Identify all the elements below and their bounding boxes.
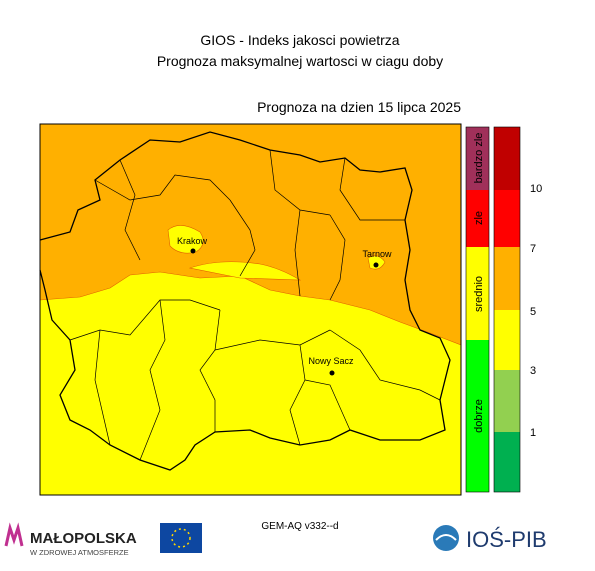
city-label: Krakow (177, 236, 208, 246)
city-marker (329, 370, 335, 376)
scale-legend: 10 7 5 3 1 (493, 126, 542, 493)
category-label: zle (473, 211, 485, 225)
zone-krakow (167, 225, 204, 254)
life-logo-stars (171, 528, 191, 548)
category-swatch (466, 190, 489, 247)
left-logo-tagline: W ZDROWEJ ATMOSFERZE (30, 548, 129, 557)
legend-frame (465, 126, 490, 493)
scale-swatch (494, 310, 520, 370)
city-krakow: Krakow (177, 236, 208, 254)
map: Krakow Tarnow Nowy Sacz (39, 123, 462, 496)
category-swatch (466, 247, 489, 340)
zone-vistula (188, 261, 302, 281)
city-marker (190, 248, 196, 254)
scale-swatch (494, 127, 520, 190)
scale-swatch (494, 370, 520, 432)
district-borders (69, 149, 441, 461)
legend-frame (493, 126, 521, 493)
category-swatch (466, 340, 489, 492)
city-marker (373, 262, 379, 268)
life-logo (160, 523, 202, 553)
scale-swatch (494, 247, 520, 310)
footer: MAŁOPOLSKA W ZDROWEJ ATMOSFERZE GEM-AQ v… (4, 521, 547, 557)
scale-swatch (494, 432, 520, 492)
forecast-date: Prognoza na dzien 15 lipca 2025 (257, 99, 461, 115)
category-legend: bardzo zle zle srednio dobrze (465, 126, 490, 493)
scale-swatch (494, 190, 520, 247)
title: GIOS - Indeks jakosci powietrza (200, 32, 399, 48)
category-swatch (466, 127, 489, 190)
scale-tick-label: 7 (530, 243, 536, 255)
scale-tick-label: 3 (530, 365, 536, 377)
scale-tick-label: 1 (530, 427, 536, 439)
zone-tarnow (367, 255, 386, 270)
model-version: GEM-AQ v332--d (261, 521, 338, 532)
category-label: dobrze (473, 399, 485, 433)
city-tarnow: Tarnow (362, 249, 392, 268)
category-label: bardzo zle (473, 133, 485, 184)
city-nowy-sacz: Nowy Sacz (308, 356, 354, 376)
city-label: Nowy Sacz (308, 356, 354, 366)
region-border (39, 131, 451, 471)
right-logo: IOŚ-PIB (466, 527, 547, 552)
city-label: Tarnow (362, 249, 392, 259)
category-label: srednio (473, 276, 485, 312)
scale-tick-label: 5 (530, 306, 536, 318)
scale-tick-label: 10 (530, 183, 542, 195)
ios-pib-icon-wave (435, 534, 457, 541)
ios-pib-icon (433, 525, 459, 551)
malopolska-icon (4, 522, 24, 547)
map-frame (39, 123, 462, 496)
subtitle: Prognoza maksymalnej wartosci w ciagu do… (157, 53, 443, 69)
left-logo: MAŁOPOLSKA (30, 530, 137, 547)
